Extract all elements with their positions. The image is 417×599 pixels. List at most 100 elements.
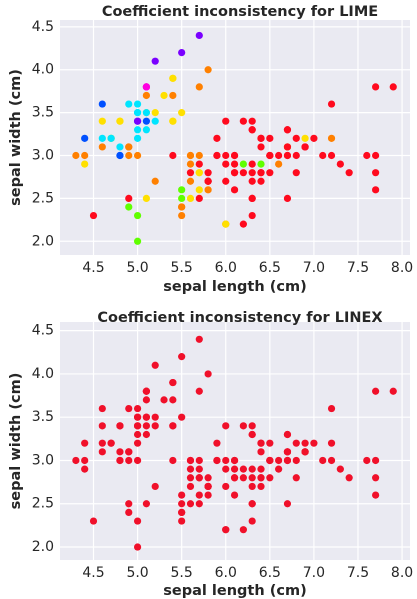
point <box>133 413 142 421</box>
point <box>239 526 247 534</box>
point <box>327 404 336 413</box>
point <box>248 160 256 168</box>
point <box>125 143 133 151</box>
point <box>372 151 380 160</box>
point <box>169 456 177 465</box>
y-axis-label: sepal width (cm) <box>8 373 24 510</box>
point <box>186 151 195 160</box>
point <box>195 456 203 465</box>
point <box>178 186 186 194</box>
point <box>142 109 150 117</box>
point <box>133 543 142 551</box>
point <box>116 422 124 430</box>
point <box>72 151 80 160</box>
point <box>257 439 265 447</box>
point <box>257 134 265 142</box>
x-axis-label: sepal length (cm) <box>163 279 306 295</box>
point <box>116 143 124 151</box>
point <box>98 439 106 447</box>
point <box>133 430 142 439</box>
point <box>275 151 283 160</box>
point <box>257 160 265 168</box>
point <box>133 439 142 447</box>
point <box>283 151 292 160</box>
point <box>248 500 256 508</box>
point <box>257 169 265 177</box>
point <box>98 143 106 151</box>
point <box>319 151 327 160</box>
point <box>178 211 186 220</box>
point <box>213 456 221 465</box>
point <box>81 439 89 447</box>
point <box>222 151 230 160</box>
point <box>283 456 292 465</box>
x-tick-label: 6.5 <box>259 565 281 581</box>
y-tick-label: 3.0 <box>32 452 54 468</box>
point <box>169 91 177 100</box>
point <box>81 456 89 465</box>
point <box>327 151 336 160</box>
point <box>292 456 300 465</box>
point <box>389 83 397 91</box>
point <box>142 430 150 439</box>
y-tick-label: 2.5 <box>32 496 54 512</box>
x-tick-label: 5.0 <box>126 565 148 581</box>
x-tick-label: 8.0 <box>391 260 413 276</box>
point <box>133 404 142 413</box>
point <box>248 517 256 525</box>
x-tick-label: 7.5 <box>347 260 369 276</box>
y-tick-label: 3.5 <box>32 105 54 121</box>
point <box>195 465 203 473</box>
x-tick-label: 4.5 <box>82 565 104 581</box>
point <box>239 169 247 177</box>
point <box>98 404 106 413</box>
point <box>195 194 203 202</box>
point <box>372 456 380 465</box>
point <box>169 117 177 125</box>
point <box>230 491 239 499</box>
point <box>178 491 186 499</box>
point <box>372 169 380 177</box>
point <box>204 474 212 482</box>
point <box>248 117 256 125</box>
point <box>81 151 89 160</box>
point <box>125 500 133 508</box>
point <box>186 465 195 473</box>
point <box>81 134 89 142</box>
point <box>178 517 186 525</box>
point <box>248 194 256 202</box>
point <box>125 100 133 108</box>
point <box>301 448 309 456</box>
point <box>266 169 274 177</box>
point <box>125 194 133 202</box>
point <box>178 500 186 508</box>
point <box>372 491 380 499</box>
point <box>283 430 292 439</box>
point <box>142 194 150 202</box>
point <box>230 160 239 168</box>
plot-area <box>60 322 410 560</box>
x-tick-label: 7.0 <box>303 565 325 581</box>
chart-title: Coefficient inconsistency for LIME <box>102 4 378 20</box>
point <box>204 491 212 499</box>
point <box>133 237 142 245</box>
point <box>195 83 203 91</box>
point <box>301 143 309 151</box>
chart-title: Coefficient inconsistency for LINEX <box>97 310 382 326</box>
point <box>125 456 133 465</box>
point <box>186 500 195 508</box>
point <box>222 456 230 465</box>
point <box>248 169 256 177</box>
y-tick-label: 3.5 <box>32 409 54 425</box>
point <box>178 508 186 516</box>
point <box>372 83 380 91</box>
point <box>116 456 124 465</box>
point <box>239 422 247 430</box>
x-tick-label: 5.0 <box>126 260 148 276</box>
point <box>178 48 186 57</box>
point <box>213 134 221 142</box>
point <box>195 31 203 40</box>
point <box>195 500 203 508</box>
point <box>301 439 309 447</box>
point <box>169 74 177 82</box>
